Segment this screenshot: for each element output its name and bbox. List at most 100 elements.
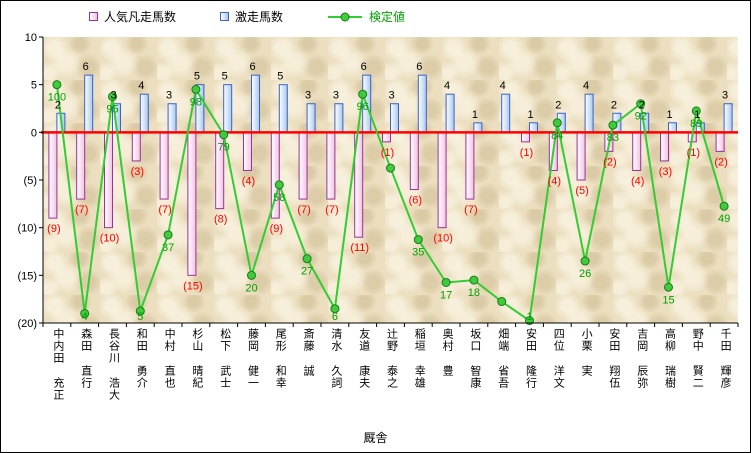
line-value-label: 35 — [412, 247, 424, 259]
flop-value-label: (2) — [714, 156, 727, 168]
line-marker — [664, 282, 673, 292]
category-label: 四位 洋文 — [552, 328, 565, 389]
category-label: 稲垣 幸雄 — [413, 328, 426, 389]
legend-label-surge: 激走馬数 — [235, 10, 284, 24]
flop-value-label: (3) — [659, 166, 672, 178]
surge-value-label: 4 — [138, 80, 144, 92]
flop-value-label: (6) — [409, 195, 422, 207]
category-label: 友道 康夫 — [357, 328, 370, 389]
line-marker — [497, 297, 507, 307]
surge-value-label: 4 — [583, 80, 589, 92]
line-marker — [163, 230, 173, 240]
surge-value-label: 3 — [305, 90, 311, 102]
category-label: 杉山 晴紀 — [190, 328, 203, 389]
surge-value-label: 3 — [110, 90, 116, 102]
surge-value-label: 6 — [249, 61, 255, 73]
line-value-label: 5 — [137, 311, 143, 323]
flop-value-label: (9) — [270, 223, 283, 235]
surge-value-label: 2 — [555, 99, 561, 111]
flop-value-label: (3) — [131, 166, 144, 178]
line-marker — [330, 304, 340, 314]
line-marker — [413, 235, 423, 245]
line-marker — [80, 308, 90, 318]
line-value-label: 37 — [162, 242, 174, 254]
line-value-label: 95 — [106, 104, 118, 116]
flop-value-label: (2) — [603, 156, 616, 168]
surge-value-label: 2 — [611, 99, 617, 111]
category-label: 清水 久詞 — [329, 328, 342, 389]
surge-bar — [84, 74, 94, 133]
y-tick-label: 10 — [25, 32, 37, 44]
line-marker — [135, 306, 145, 316]
pink-bar-swatch-icon — [89, 12, 98, 21]
category-label: 尾形 和幸 — [274, 328, 287, 389]
legend-item-flop: 人気凡走馬数 — [89, 8, 176, 25]
flop-value-label: (15) — [183, 280, 203, 292]
surge-value-label: 1 — [527, 109, 533, 121]
flop-bar — [437, 131, 447, 229]
category-label: 中内田 充正 — [51, 328, 64, 401]
line-marker — [469, 275, 479, 285]
flop-bar — [382, 131, 391, 143]
surge-bar — [417, 74, 427, 133]
y-tick-label: 5 — [31, 80, 37, 92]
surge-value-label: 1 — [694, 109, 700, 121]
flop-value-label: (7) — [75, 204, 88, 216]
surge-bar — [167, 103, 177, 133]
line-marker — [719, 201, 729, 211]
category-label: 安田 翔伍 — [607, 328, 620, 389]
line-marker — [247, 270, 256, 280]
surge-bar — [334, 103, 344, 133]
surge-value-label: 5 — [277, 71, 283, 83]
category-label: 吉岡 辰弥 — [635, 328, 648, 389]
category-label: 藤岡 健一 — [246, 328, 259, 389]
surge-value-label: 2 — [639, 99, 645, 111]
surge-bar — [723, 103, 733, 133]
plot-area — [43, 37, 738, 323]
legend-label-kentei: 検定値 — [369, 10, 406, 24]
surge-bar — [584, 93, 594, 133]
legend-label-flop: 人気凡走馬数 — [104, 10, 177, 24]
y-tick-label: (5) — [24, 175, 37, 187]
line-marker — [52, 80, 62, 90]
surge-bar — [501, 93, 511, 133]
line-marker — [636, 99, 646, 109]
surge-value-label: 3 — [722, 90, 728, 102]
line-marker — [219, 130, 229, 140]
line-marker — [441, 277, 451, 287]
legend: 人気凡走馬数 激走馬数 検定値 — [89, 8, 405, 25]
surge-bar — [473, 122, 483, 133]
flop-bar — [298, 131, 308, 200]
line-value-label: 17 — [440, 289, 452, 301]
surge-value-label: 5 — [222, 71, 228, 83]
category-label: 坂口 智康 — [468, 328, 481, 389]
category-label: 和田 勇介 — [135, 328, 148, 389]
line-value-label: 1 — [526, 311, 532, 323]
line-marker — [691, 106, 701, 116]
flop-value-label: (7) — [297, 204, 310, 216]
category-label: 畑端 省吾 — [496, 328, 509, 389]
category-label: 奥村 豊 — [441, 328, 454, 377]
surge-value-label: 4 — [444, 80, 450, 92]
y-tick-label: 0 — [31, 127, 37, 139]
flop-value-label: (4) — [631, 175, 644, 187]
surge-value-label: 5 — [194, 71, 200, 83]
flop-value-label: (11) — [350, 242, 369, 254]
flop-value-label: (5) — [575, 185, 588, 197]
line-marker — [302, 254, 312, 264]
surge-value-label: 6 — [416, 61, 422, 73]
flop-value-label: (1) — [687, 147, 700, 159]
surge-value-label: 2 — [55, 99, 61, 111]
category-label: 野中 賢二 — [691, 328, 704, 389]
surge-value-label: 4 — [500, 80, 506, 92]
flop-bar — [76, 131, 86, 200]
x-axis-title: 厩舎 — [363, 431, 388, 445]
flop-bar — [465, 131, 475, 200]
flop-bar — [131, 131, 141, 162]
flop-value-label: (7) — [464, 204, 477, 216]
flop-bar — [159, 131, 169, 200]
flop-bar — [326, 131, 336, 200]
category-label: 中村 直也 — [163, 328, 176, 389]
surge-bar — [139, 93, 149, 133]
category-label: 辻野 泰之 — [385, 328, 398, 389]
